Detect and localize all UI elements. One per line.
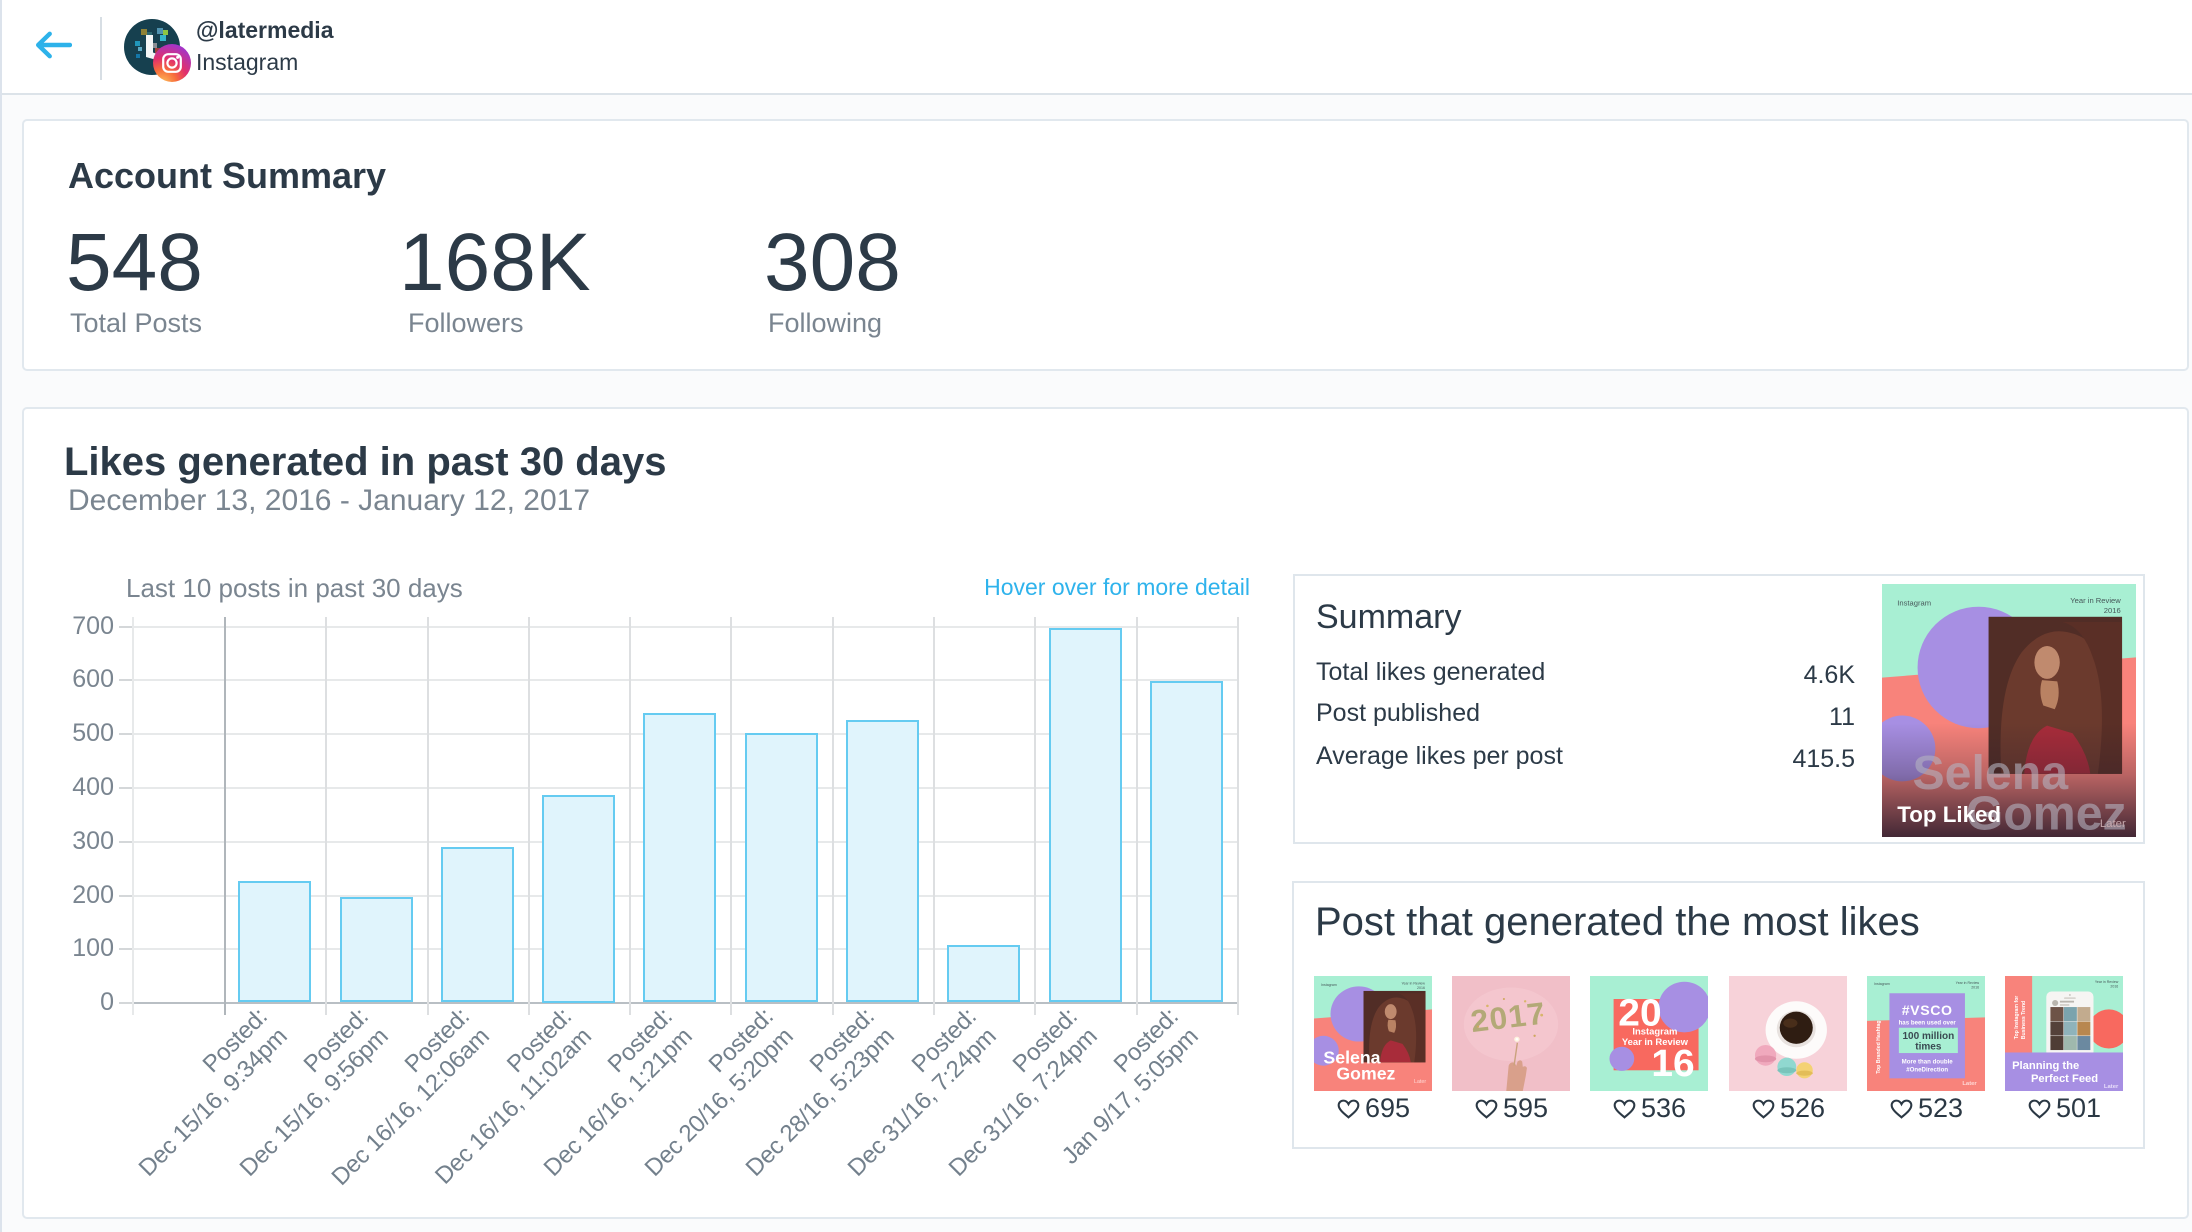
svg-text:has been used over: has been used over xyxy=(1899,1020,1957,1026)
svg-text:Top Branded Hashtag: Top Branded Hashtag xyxy=(1876,1020,1882,1073)
svg-text:Later: Later xyxy=(1414,1079,1426,1085)
svg-text:Selena: Selena xyxy=(1323,1048,1380,1068)
svg-text:Year in Review: Year in Review xyxy=(1401,982,1425,986)
svg-text:2016: 2016 xyxy=(1971,986,1979,990)
svg-text:Gomez: Gomez xyxy=(1966,786,2127,837)
svg-text:#VSCO: #VSCO xyxy=(1902,1002,1953,1018)
svg-text:Top Instagram for: Top Instagram for xyxy=(2014,996,2020,1040)
svg-text:2016: 2016 xyxy=(1417,986,1425,990)
svg-text:#OneDirection: #OneDirection xyxy=(1906,1068,1948,1074)
svg-text:Top Liked: Top Liked xyxy=(1897,802,2001,827)
svg-text:Year in Review: Year in Review xyxy=(1622,1037,1689,1047)
svg-text:Year in Review: Year in Review xyxy=(2070,596,2121,605)
svg-text:2016: 2016 xyxy=(2110,985,2118,989)
svg-text:Later: Later xyxy=(2100,818,2126,830)
svg-text:Instagram: Instagram xyxy=(1632,1027,1677,1037)
svg-text:2016: 2016 xyxy=(2104,606,2121,615)
svg-text:Business Trend: Business Trend xyxy=(2021,1001,2027,1039)
svg-text:Later: Later xyxy=(1962,1081,1977,1087)
svg-text:20: 20 xyxy=(1618,992,1661,1034)
svg-text:Later: Later xyxy=(2104,1084,2119,1090)
svg-text:Year in Review: Year in Review xyxy=(1956,981,1980,985)
svg-text:Instagram: Instagram xyxy=(1897,599,1931,608)
svg-text:times: times xyxy=(1915,1042,1942,1053)
svg-text:16: 16 xyxy=(1651,1042,1694,1084)
svg-text:Instagram: Instagram xyxy=(1321,983,1337,987)
svg-text:Planning the: Planning the xyxy=(2012,1060,2079,1072)
svg-text:More than double: More than double xyxy=(1902,1059,1954,1065)
svg-text:Instagram: Instagram xyxy=(1874,982,1890,986)
svg-text:Year in Review: Year in Review xyxy=(2095,980,2119,984)
svg-text:100 million: 100 million xyxy=(1902,1031,1954,1042)
svg-text:Perfect Feed: Perfect Feed xyxy=(2031,1073,2098,1085)
svg-text:Selena: Selena xyxy=(1912,746,2069,800)
svg-text:Gomez: Gomez xyxy=(1336,1064,1395,1084)
